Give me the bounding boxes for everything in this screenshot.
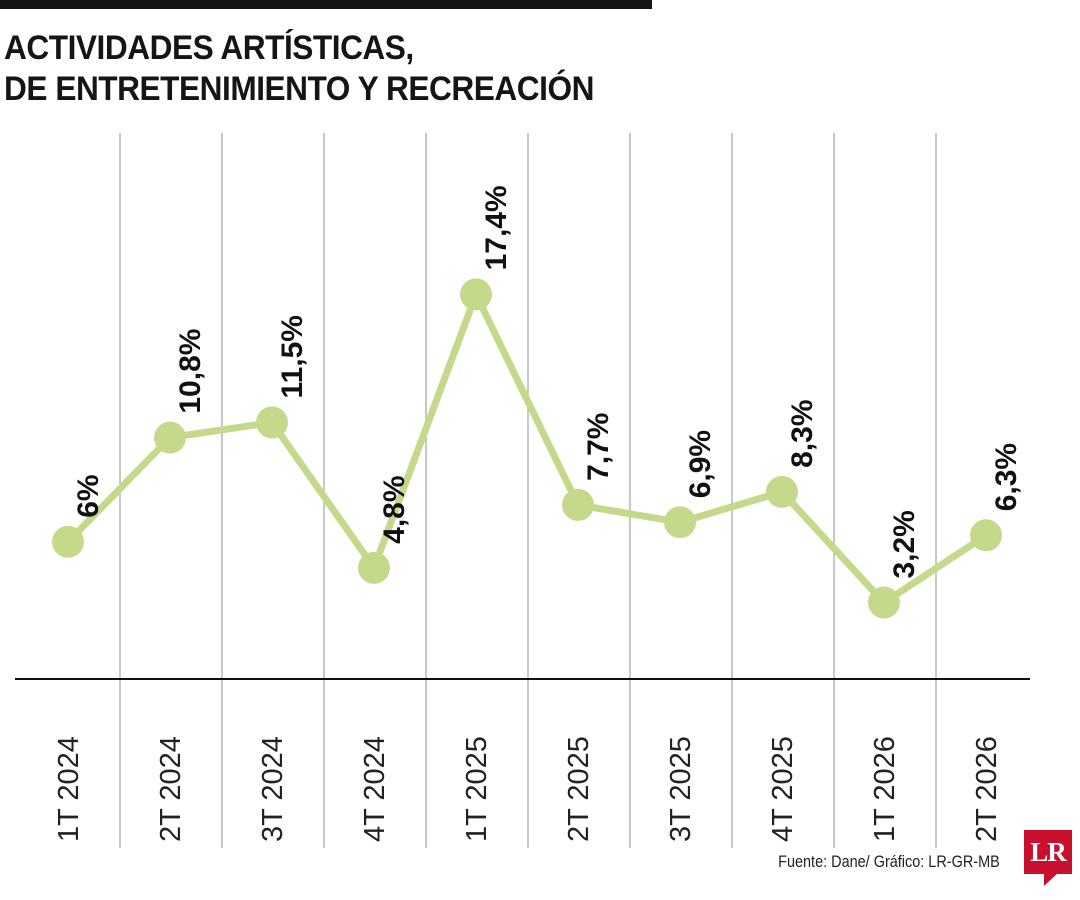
data-point [562,488,594,521]
data-point [664,506,696,539]
data-point [460,278,492,311]
x-tick-label: 1T 2024 [53,736,85,842]
data-point [256,406,288,439]
lr-logo: LR [1024,830,1072,874]
x-tick-label: 1T 2025 [461,736,493,842]
x-tick-label: 3T 2025 [665,736,697,842]
x-tick-label: 3T 2024 [257,736,289,842]
vertical-gridlines [119,133,937,848]
x-tick-label: 1T 2026 [869,736,901,842]
data-label: 11,5% [276,315,309,398]
top-rule [0,0,652,9]
series-line [64,290,990,607]
data-point [868,586,900,619]
x-tick-labels: 1T 2024 2T 2024 3T 2024 4T 2024 1T 2025 2T 20… [53,736,1003,842]
x-tick-label: 2T 2026 [971,736,1003,842]
data-label: 8,3% [786,399,819,467]
chart-title-line-1: ACTIVIDADES ARTÍSTICAS, [4,29,414,67]
x-tick-label: 4T 2024 [359,736,391,842]
data-label: 10,8% [174,329,207,414]
data-point [358,551,390,584]
data-point [970,519,1002,552]
data-point [154,421,186,454]
chart-title-line-2: DE ENTRETENIMIENTO Y RECREACIÓN [4,70,594,108]
data-label: 6,3% [990,443,1023,511]
data-point [52,525,84,558]
data-label: 6% [72,474,105,517]
data-label: 6,9% [684,430,717,498]
x-tick-label: 2T 2025 [563,736,595,842]
data-point [766,475,798,508]
data-labels: 6% 10,8% 11,5% 4,8% 17,4% 7,7% 6,9% 8,3% 3,2% 6,3… [72,185,1023,578]
lr-logo-tail [1044,873,1058,886]
data-label: 3,2% [888,510,921,578]
series-line-layer [64,290,990,607]
data-points [52,278,1002,619]
x-tick-label: 2T 2024 [155,736,187,842]
x-tick-label: 4T 2025 [767,736,799,842]
data-label: 4,8% [378,475,411,543]
source-note: Fuente: Dane/ Gráfico: LR-GR-MB [778,852,1000,871]
chart-title: ACTIVIDADES ARTÍSTICAS, DE ENTRETENIMIEN… [4,28,594,110]
data-label: 7,7% [582,413,615,481]
data-label: 17,4% [480,185,513,270]
